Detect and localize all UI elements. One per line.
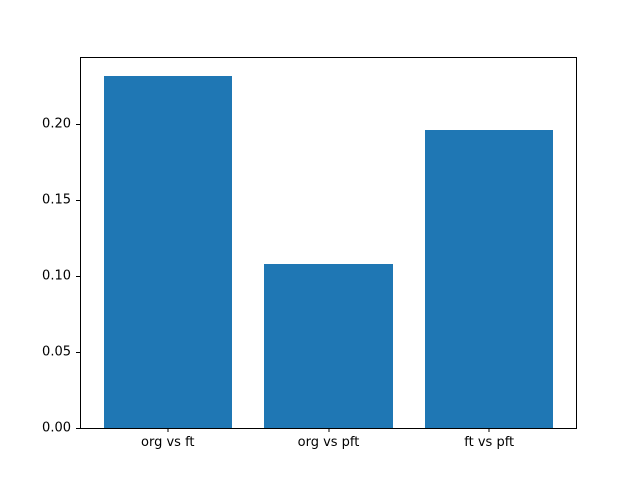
y-tick-mark [76, 275, 80, 277]
plot-area: org vs ft org vs pft ft vs pft 0.00 0.05 0.10… [42, 57, 577, 449]
y-tick-mark [76, 199, 80, 201]
y-tick-label: 0.00 [42, 420, 71, 436]
bar [103, 75, 233, 428]
x-tick-label: org vs pft [297, 435, 360, 450]
y-tick-mark [76, 351, 80, 353]
y-tick-label: 0.15 [42, 192, 71, 208]
x-tick-mark [488, 428, 490, 432]
x-tick-mark [167, 428, 169, 432]
y-tick-label: 0.10 [42, 268, 71, 284]
bar [424, 130, 554, 428]
bar [264, 263, 393, 428]
x-tick-mark [328, 428, 329, 432]
y-tick-label: 0.20 [42, 116, 71, 132]
y-tick-label: 0.05 [42, 344, 71, 360]
y-tick-mark [76, 427, 80, 429]
x-tick-label: ft vs pft [464, 435, 515, 450]
x-tick-label: org vs ft [141, 435, 195, 450]
y-tick-mark [76, 123, 80, 125]
